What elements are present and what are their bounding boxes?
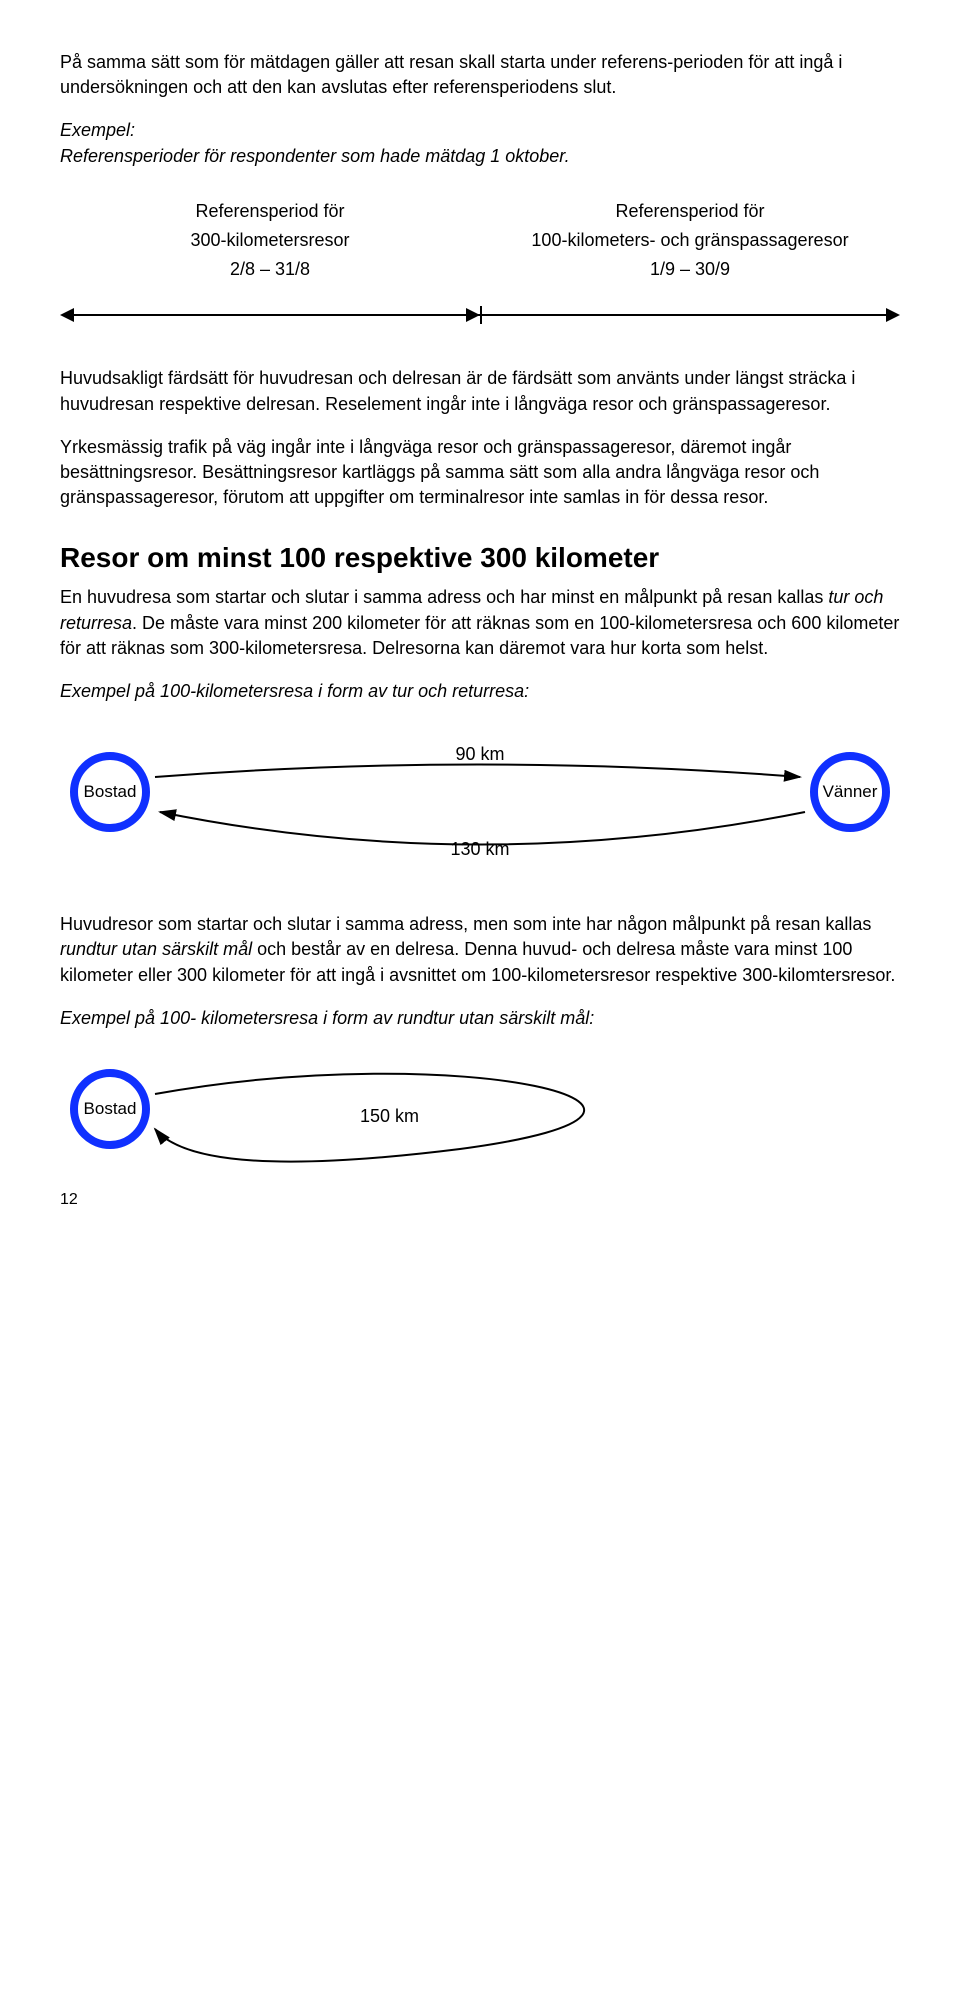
loop-caption: Exempel på 100- kilometersresa i form av… bbox=[60, 1006, 900, 1031]
timeline-tick bbox=[480, 306, 482, 324]
refperiod-right-l3: 1/9 – 30/9 bbox=[480, 257, 900, 282]
section-title: Resor om minst 100 respektive 300 kilome… bbox=[60, 538, 900, 577]
section-p1a: En huvudresa som startar och slutar i sa… bbox=[60, 587, 828, 607]
section-p1c: . De måste vara minst 200 kilometer för … bbox=[60, 613, 899, 658]
loop-node: Bostad bbox=[70, 1069, 150, 1149]
loop-svg bbox=[60, 1049, 900, 1169]
loop-km: 150 km bbox=[360, 1104, 419, 1129]
refperiod-left-l3: 2/8 – 31/8 bbox=[60, 257, 480, 282]
refperiod-right: Referensperiod för 100-kilometers- och g… bbox=[480, 199, 900, 287]
arrow-mid-icon bbox=[466, 308, 480, 322]
refperiod-left-l1: Referensperiod för bbox=[60, 199, 480, 224]
arrow-left-icon bbox=[60, 308, 74, 322]
roundtrip-diagram: Bostad Vänner 90 km 130 km bbox=[60, 722, 900, 882]
example-label: Exempel: bbox=[60, 120, 135, 140]
refperiod-left-l2: 300-kilometersresor bbox=[60, 228, 480, 253]
mid-p1: Huvudresor som startar och slutar i samm… bbox=[60, 912, 900, 988]
refperiod-right-l1: Referensperiod för bbox=[480, 199, 900, 224]
refperiod-right-l2: 100-kilometers- och gränspassageresor bbox=[480, 228, 900, 253]
roundtrip-caption: Exempel på 100-kilometersresa i form av … bbox=[60, 679, 900, 704]
roundtrip-node-left: Bostad bbox=[70, 752, 150, 832]
refperiod-table: Referensperiod för 300-kilometersresor 2… bbox=[60, 199, 900, 287]
example-sub: Referensperioder för respondenter som ha… bbox=[60, 146, 570, 166]
timeline bbox=[60, 306, 900, 326]
roundtrip-bottom-km: 130 km bbox=[450, 837, 509, 862]
mid-p1a: Huvudresor som startar och slutar i samm… bbox=[60, 914, 871, 934]
refperiod-left: Referensperiod för 300-kilometersresor 2… bbox=[60, 199, 480, 287]
intro-paragraph: På samma sätt som för mätdagen gäller at… bbox=[60, 50, 900, 100]
example-heading: Exempel: Referensperioder för respondent… bbox=[60, 118, 900, 168]
body-p1: Huvudsakligt färdsätt för huvudresan och… bbox=[60, 366, 900, 416]
roundtrip-node-right: Vänner bbox=[810, 752, 890, 832]
loop-diagram: Bostad 150 km bbox=[60, 1049, 900, 1169]
arrow-right-icon bbox=[886, 308, 900, 322]
page-number: 12 bbox=[60, 1189, 900, 1211]
section-p1: En huvudresa som startar och slutar i sa… bbox=[60, 585, 900, 661]
body-p2: Yrkesmässig trafik på väg ingår inte i l… bbox=[60, 435, 900, 511]
roundtrip-top-km: 90 km bbox=[455, 742, 504, 767]
mid-p1b: rundtur utan särskilt mål bbox=[60, 939, 252, 959]
